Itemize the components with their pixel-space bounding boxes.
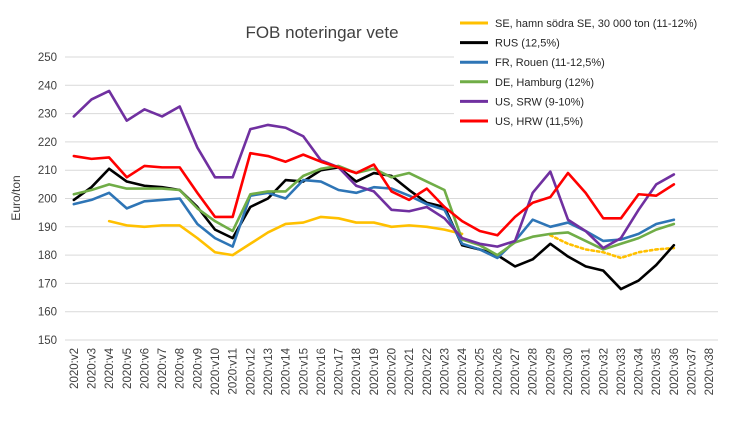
x-tick-label: 2020:v12 — [245, 348, 257, 395]
x-tick-label: 2020:v4 — [104, 347, 116, 389]
y-tick-label: 170 — [38, 278, 57, 290]
x-tick-label: 2020:v6 — [139, 348, 151, 389]
x-tick-label: 2020:v22 — [422, 348, 434, 395]
y-tick-label: 190 — [38, 222, 57, 234]
x-tick-label: 2020:v3 — [86, 348, 98, 389]
legend: SE, hamn södra SE, 30 000 ton (11-12%) RU… — [454, 10, 726, 134]
legend-label: US, HRW (11,5%) — [495, 116, 583, 128]
x-tick-label: 2020:v37 — [687, 348, 699, 395]
x-tick-label: 2020:v9 — [192, 348, 204, 389]
y-tick-label: 210 — [38, 165, 57, 177]
y-tick-label: 220 — [38, 137, 57, 149]
x-tick-label: 2020:v13 — [263, 348, 275, 395]
y-axis-label: Euro/ton — [9, 175, 23, 220]
series-line-fr-rouen-11-12-5 — [72, 178, 676, 260]
legend-label: RUS (12,5%) — [495, 38, 560, 50]
series-line-us-srw-9-10 — [72, 89, 676, 250]
legend-label: DE, Hamburg (12%) — [495, 77, 594, 89]
x-tick-label: 2020:v38 — [704, 348, 716, 395]
x-tick-label: 2020:v16 — [316, 348, 328, 395]
legend-label: US, SRW (9-10%) — [495, 96, 584, 108]
x-tick-label: 2020:v7 — [157, 348, 169, 389]
y-tick-label: 160 — [38, 307, 57, 319]
x-tick-label: 2020:v26 — [492, 348, 504, 395]
y-tick-label: 200 — [38, 194, 57, 206]
x-tick-label: 2020:v28 — [528, 348, 540, 395]
chart-title: FOB noteringar vete — [245, 23, 398, 42]
x-tick-label: 2020:v36 — [669, 348, 681, 395]
x-tick-label: 2020:v5 — [122, 348, 134, 389]
y-tick-label: 180 — [38, 250, 57, 262]
x-tick-label: 2020:v21 — [404, 348, 416, 395]
x-tick-label: 2020:v25 — [475, 348, 487, 395]
x-tick-label: 2020:v29 — [545, 348, 557, 395]
series-line-us-hrw-11-5 — [72, 151, 676, 237]
x-tick-label: 2020:v15 — [298, 348, 310, 395]
x-tick-label: 2020:v35 — [651, 348, 663, 395]
x-tick-label: 2020:v32 — [598, 348, 610, 395]
x-tick-label: 2020:v2 — [69, 348, 81, 389]
x-tick-label: 2020:v11 — [228, 348, 240, 394]
x-tick-label: 2020:v20 — [387, 348, 399, 395]
x-tick-label: 2020:v14 — [281, 347, 293, 395]
y-tick-label: 230 — [38, 109, 57, 121]
legend-background — [454, 10, 726, 134]
series-line-de-hamburg-12 — [72, 164, 676, 257]
series-line-dotted-se-hamn-s-dra-se-30-000-ton-11-12 — [549, 233, 676, 260]
y-axis-ticks: 150 160 170 180 190 200 210 220 230 240 250 — [38, 52, 57, 347]
x-tick-label: 2020:v31 — [581, 348, 593, 395]
x-tick-label: 2020:v18 — [351, 348, 363, 395]
x-tick-label: 2020:v30 — [563, 348, 575, 395]
x-tick-label: 2020:v19 — [369, 348, 381, 395]
legend-label: FR, Rouen (11-12,5%) — [495, 57, 605, 69]
x-tick-label: 2020:v23 — [439, 348, 451, 395]
x-tick-label: 2020:v10 — [210, 348, 222, 395]
x-tick-label: 2020:v8 — [175, 348, 187, 389]
x-tick-label: 2020:v27 — [510, 348, 522, 395]
y-tick-label: 250 — [38, 52, 57, 64]
series-line-se-hamn-s-dra-se-30-000-ton-11-12 — [107, 215, 464, 257]
y-tick-label: 150 — [38, 335, 57, 347]
x-axis-ticks: 2020:v2 2020:v3 2020:v4 2020:v5 2020:v6 2020:… — [69, 347, 716, 395]
series-lines — [72, 89, 676, 291]
x-tick-label: 2020:v17 — [334, 348, 346, 395]
x-tick-label: 2020:v24 — [457, 347, 469, 395]
y-tick-label: 240 — [38, 80, 57, 92]
x-tick-label: 2020:v33 — [616, 348, 628, 395]
x-tick-label: 2020:v34 — [634, 347, 646, 395]
legend-label: SE, hamn södra SE, 30 000 ton (11-12%) — [495, 18, 697, 30]
